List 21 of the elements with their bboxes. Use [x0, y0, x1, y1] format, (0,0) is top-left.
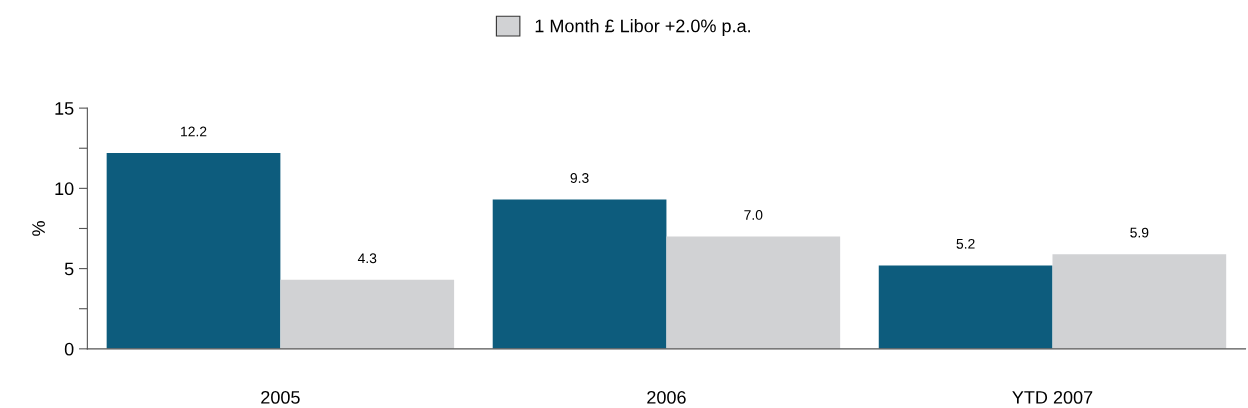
x-tick-label: 2006: [647, 390, 686, 404]
text: 9.3: [570, 173, 589, 183]
y-axis-title: %: [32, 221, 45, 236]
y-tick-label: 15: [55, 102, 74, 115]
x-tick-label: YTD 2007: [1012, 390, 1093, 404]
y-tick-label: 0: [64, 342, 74, 356]
text: 5.2: [956, 238, 975, 249]
bar: [666, 236, 841, 349]
bar: [106, 153, 281, 349]
y-tick-label: 10: [55, 182, 74, 196]
text: 5.9: [1130, 227, 1149, 238]
text: 7.0: [744, 210, 763, 220]
bar: [878, 265, 1053, 349]
x-tick-label: 2005: [261, 390, 300, 404]
y-tick-label: 5: [64, 262, 74, 276]
text: 12.2: [181, 126, 207, 137]
legend-label: 1 Month £ Libor +2.0% p.a.: [535, 19, 750, 36]
bar: [280, 279, 455, 349]
bar: [492, 199, 667, 349]
text: 4.3: [357, 253, 377, 264]
bar: [1052, 254, 1227, 349]
